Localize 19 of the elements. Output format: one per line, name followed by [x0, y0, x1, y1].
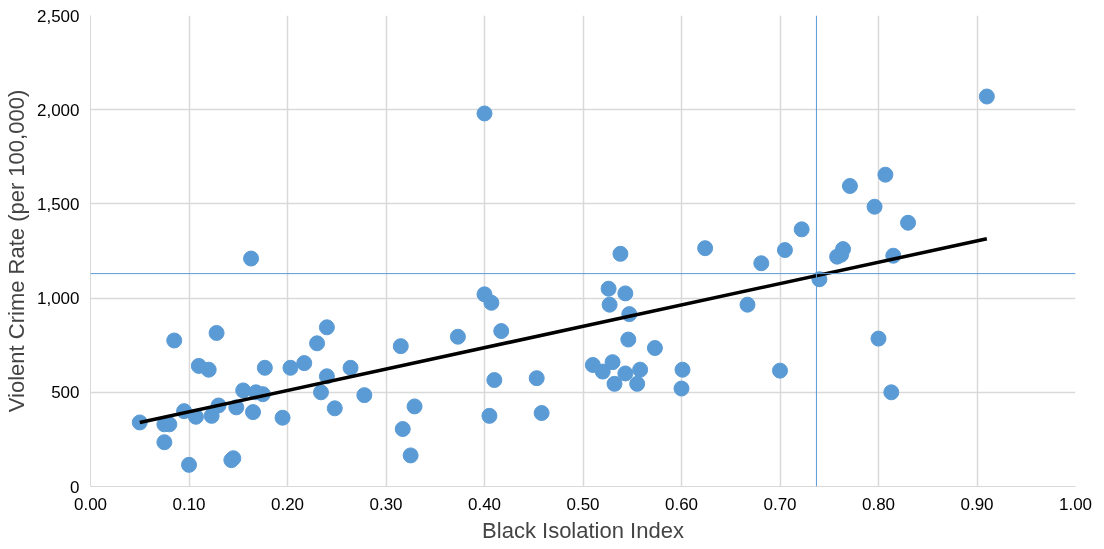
- x-tick-label: 0.50: [566, 494, 600, 514]
- x-tick-label: 0.70: [763, 494, 797, 514]
- y-tick-label: 2,000: [36, 100, 80, 120]
- x-tick-label: 0.80: [861, 494, 896, 514]
- x-tick-label: 0.20: [270, 494, 305, 514]
- y-tick-label: 1,500: [36, 194, 80, 214]
- y-tick-label: 500: [51, 383, 80, 403]
- x-tick-label: 0.30: [369, 494, 403, 514]
- x-tick-label: 0.60: [664, 494, 699, 514]
- x-tick-label: 0.00: [73, 494, 108, 514]
- x-tick-label: 0.90: [960, 494, 994, 514]
- y-tick-label: 1,000: [36, 289, 80, 309]
- x-axis-title: Black Isolation Index: [482, 517, 684, 543]
- x-tick-label: 0.10: [172, 494, 206, 514]
- y-tick-label: 2,500: [36, 6, 80, 26]
- x-tick-label: 0.40: [467, 494, 502, 514]
- y-axis-title: Violent Crime Rate (per 100,000): [3, 89, 29, 413]
- x-tick-label: 1.00: [1058, 494, 1093, 514]
- y-tick-label: 0: [70, 477, 80, 497]
